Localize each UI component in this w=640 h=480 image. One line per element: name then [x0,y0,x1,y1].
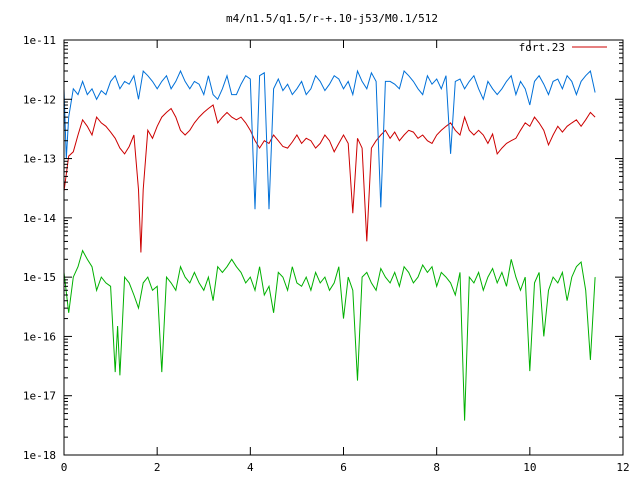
plot-frame [63,39,624,456]
series-line-1 [63,104,596,253]
series-line-3 [63,249,596,421]
x-tick-label: 2 [154,461,161,474]
x-tick-label: 6 [340,461,347,474]
x-tick-label: 4 [247,461,254,474]
x-tick-label: 8 [433,461,440,474]
y-tick-label: 1e-17 [23,390,56,403]
y-tick-label: 1e-15 [23,271,56,284]
x-tick-label: 0 [61,461,68,474]
x-axis: 0 2 4 6 8 10 12 [61,40,630,474]
x-tick-label: 10 [523,461,536,474]
legend-label-fort-23: fort.23 [519,41,565,54]
chart-title: m4/n1.5/q1.5/r-+.10-j53/M0.1/512 [226,12,438,25]
y-tick-label: 1e-11 [23,34,56,47]
x-tick-label: 12 [616,461,629,474]
y-tick-label: 1e-13 [23,153,56,166]
series-layer [63,69,596,421]
series-line-2 [63,69,596,210]
y-tick-label: 1e-18 [23,449,56,462]
y-tick-label: 1e-16 [23,330,56,343]
y-tick-label: 1e-14 [23,212,56,225]
legend: fort.23 [519,41,607,54]
y-tick-label: 1e-12 [23,93,56,106]
y-axis: 1e-18 1e-17 1e-16 1e-15 1e-14 1e-13 1e-12 1e-11 [23,34,623,462]
